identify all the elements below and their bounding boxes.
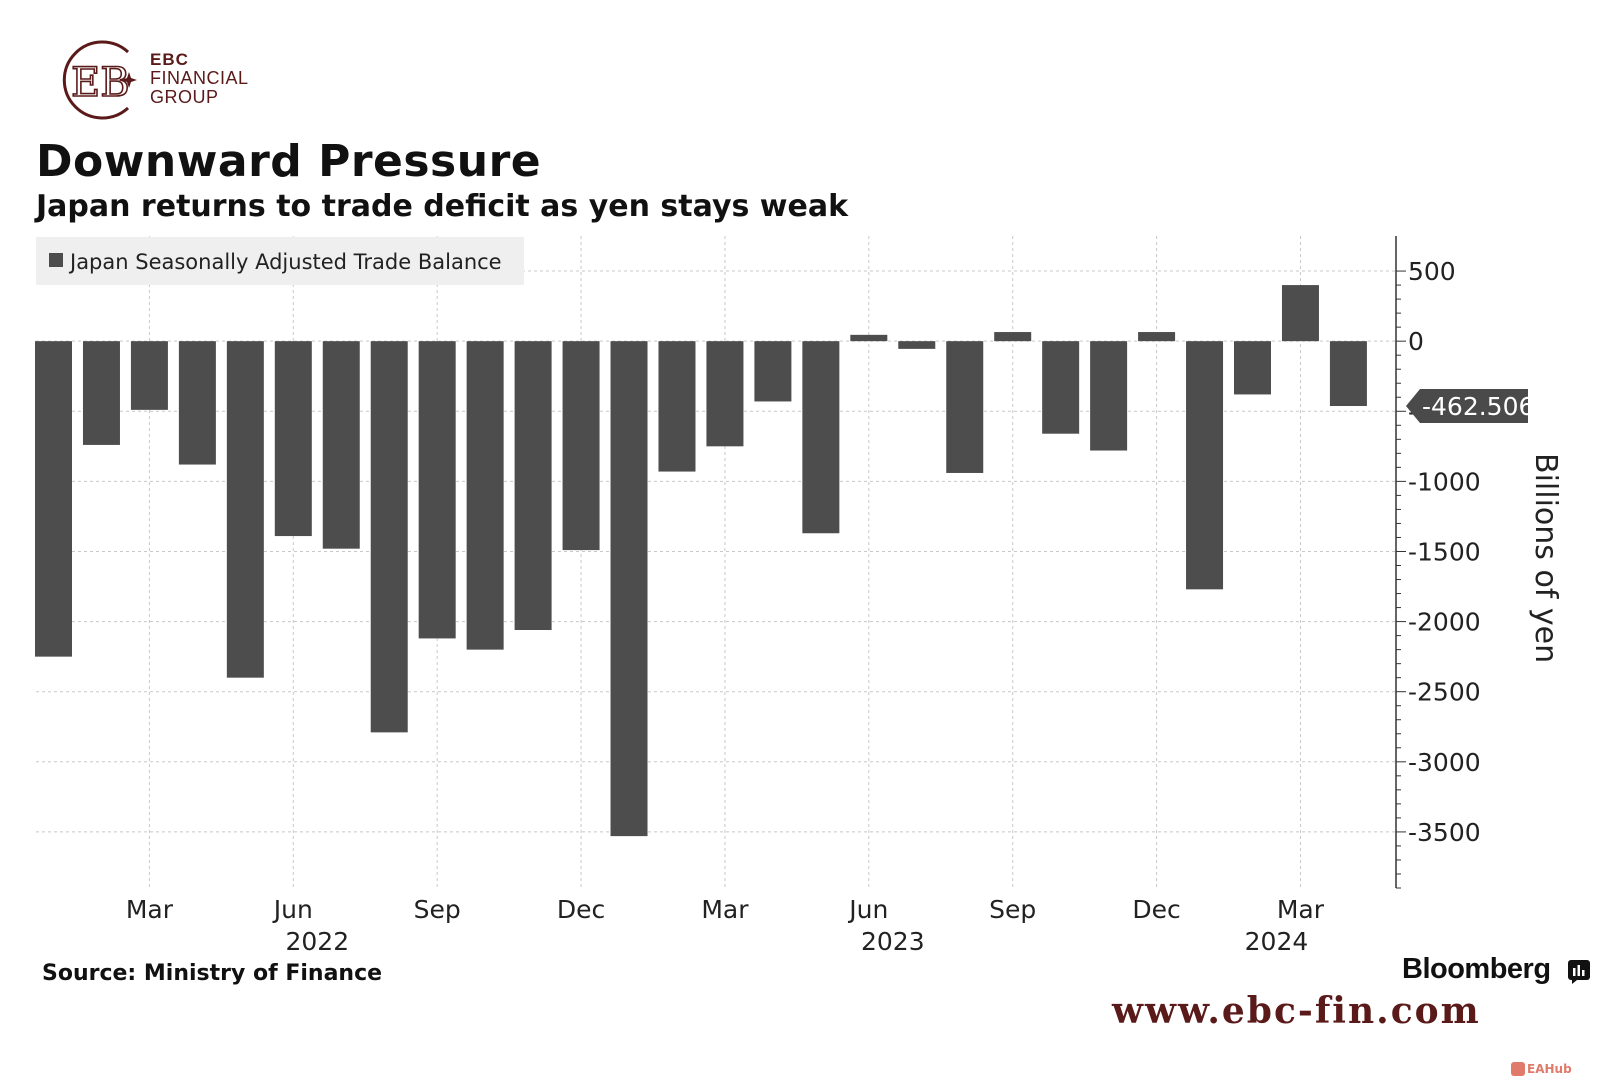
chart-title: Downward Pressure — [36, 136, 542, 187]
bar — [754, 341, 792, 402]
y-axis-label: Billions of yen — [1528, 453, 1563, 663]
x-tick-label: Mar — [126, 895, 174, 924]
legend-label: Japan Seasonally Adjusted Trade Balance — [68, 250, 502, 274]
bar — [82, 341, 120, 445]
y-axis: 5000-500-1000-1500-2000-2500-3000-3500-4… — [1395, 236, 1534, 889]
watermark-icon — [1511, 1062, 1525, 1076]
ebc-logo-icon: EB — [62, 40, 137, 120]
logo-line-1: EBC — [150, 50, 189, 69]
chart-subtitle: Japan returns to trade deficit as yen st… — [36, 189, 849, 224]
bar — [274, 341, 312, 537]
svg-text:EB: EB — [71, 60, 130, 106]
watermark-text: EAHub — [1527, 1062, 1572, 1076]
bar — [706, 341, 744, 447]
x-year-label: 2024 — [1245, 927, 1309, 956]
logo-line-2: FINANCIAL — [150, 68, 249, 88]
x-tick-label: Mar — [1277, 895, 1325, 924]
bar — [178, 341, 216, 465]
bar — [1329, 341, 1367, 407]
y-tick-label: -2500 — [1408, 678, 1481, 707]
bars — [35, 285, 1367, 837]
bloomberg-wordmark: Bloomberg — [1402, 953, 1551, 985]
bar — [850, 334, 888, 342]
x-tick-label: Jun — [847, 895, 888, 924]
logo-wordmark: EBC FINANCIAL GROUP — [150, 50, 249, 107]
bar — [802, 341, 840, 534]
y-tick-label: 0 — [1408, 327, 1424, 356]
bar — [1234, 341, 1271, 395]
x-tick-label: Sep — [989, 895, 1036, 924]
y-tick-label: -3000 — [1408, 748, 1481, 777]
bar — [898, 341, 936, 349]
bar — [370, 341, 408, 733]
x-tick-label: Dec — [1132, 895, 1180, 924]
bar — [658, 341, 696, 472]
y-tick-label: -3500 — [1408, 818, 1481, 847]
bar — [562, 341, 600, 551]
x-tick-label: Dec — [557, 895, 605, 924]
source-note: Source: Ministry of Finance — [42, 961, 383, 986]
x-year-label: 2023 — [861, 927, 925, 956]
x-tick-label: Sep — [414, 895, 461, 924]
legend-box — [36, 237, 524, 285]
bar — [466, 341, 504, 650]
y-tick-label: 500 — [1408, 257, 1456, 286]
bar — [610, 341, 648, 837]
last-value-callout — [1406, 389, 1528, 424]
logo-line-3: GROUP — [150, 87, 219, 107]
bar — [226, 341, 264, 678]
bar — [1090, 341, 1128, 451]
bar — [994, 332, 1032, 342]
legend-swatch — [49, 253, 63, 267]
bar — [1186, 341, 1224, 590]
bloomberg-icon — [1568, 960, 1590, 984]
bar — [322, 341, 360, 549]
bar — [946, 341, 984, 473]
bar — [1042, 341, 1080, 434]
x-tick-label: Mar — [701, 895, 749, 924]
bar — [130, 341, 168, 410]
bar — [418, 341, 456, 639]
last-value-label: -462.506 — [1422, 392, 1534, 421]
x-tick-label: Jun — [272, 895, 313, 924]
x-axis: Mar Jun 2022 Sep Dec Mar Jun 2023 Sep Dec Mar 2024 — [126, 895, 1325, 956]
y-tick-label: -1500 — [1408, 537, 1481, 566]
x-year-label: 2022 — [285, 927, 349, 956]
y-tick-label: -1000 — [1408, 467, 1481, 496]
bar — [1281, 285, 1319, 342]
bar — [1138, 332, 1176, 342]
bar — [35, 341, 72, 657]
y-tick-label: -2000 — [1408, 608, 1481, 637]
website-link[interactable]: www.ebc-fin.com — [1112, 990, 1481, 1032]
bar — [514, 341, 552, 631]
